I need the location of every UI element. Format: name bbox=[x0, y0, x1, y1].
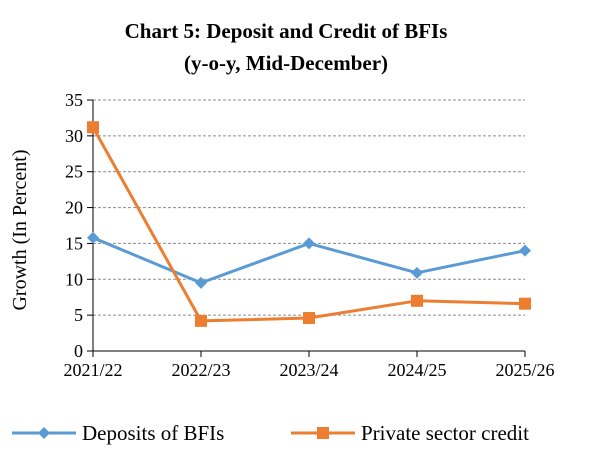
data-point bbox=[87, 121, 99, 134]
data-point bbox=[411, 294, 423, 307]
data-point bbox=[303, 237, 315, 250]
y-tick-labels: 0 5 10 15 20 25 30 35 bbox=[65, 90, 83, 361]
legend-marker bbox=[38, 427, 50, 439]
data-point bbox=[411, 266, 423, 279]
x-tick-label: 2024/25 bbox=[387, 360, 446, 380]
legend-item: Deposits of BFIs bbox=[12, 421, 224, 445]
legend-label: Private sector credit bbox=[361, 421, 529, 445]
gridlines bbox=[93, 99, 525, 316]
y-tick-label: 5 bbox=[74, 305, 83, 325]
legend-label: Deposits of BFIs bbox=[82, 421, 224, 445]
y-tick-label: 30 bbox=[65, 126, 83, 146]
x-tick-label: 2022/23 bbox=[171, 360, 230, 380]
chart-subtitle: (y-o-y, Mid-December) bbox=[184, 51, 388, 75]
y-tick-label: 0 bbox=[74, 341, 83, 361]
x-tick-label: 2021/22 bbox=[63, 360, 122, 380]
axes bbox=[87, 99, 526, 357]
y-tick-label: 35 bbox=[65, 90, 83, 110]
data-point bbox=[519, 244, 531, 257]
data-point bbox=[87, 231, 99, 244]
y-tick-label: 20 bbox=[65, 198, 83, 218]
legend-marker bbox=[317, 427, 329, 439]
data-point bbox=[195, 276, 207, 289]
y-tick-label: 10 bbox=[65, 269, 83, 289]
legend: Deposits of BFIs Private sector credit bbox=[12, 421, 529, 445]
legend-item: Private sector credit bbox=[291, 421, 529, 445]
x-tick-label: 2023/24 bbox=[279, 360, 338, 380]
series-2 bbox=[87, 121, 531, 327]
data-point bbox=[519, 297, 531, 310]
series-line bbox=[91, 126, 526, 323]
data-point bbox=[195, 314, 207, 327]
series-1 bbox=[87, 231, 531, 289]
chart-title: Chart 5: Deposit and Credit of BFIs bbox=[125, 19, 448, 43]
y-axis-label: Growth (In Percent) bbox=[9, 149, 31, 310]
x-tick-label: 2025/26 bbox=[495, 360, 554, 380]
data-point bbox=[303, 312, 315, 325]
y-tick-label: 15 bbox=[65, 233, 83, 253]
series-layer bbox=[87, 121, 531, 327]
x-tick-labels: 2021/22 2022/23 2023/24 2024/25 2025/26 bbox=[63, 360, 554, 380]
y-tick-label: 25 bbox=[65, 162, 83, 182]
